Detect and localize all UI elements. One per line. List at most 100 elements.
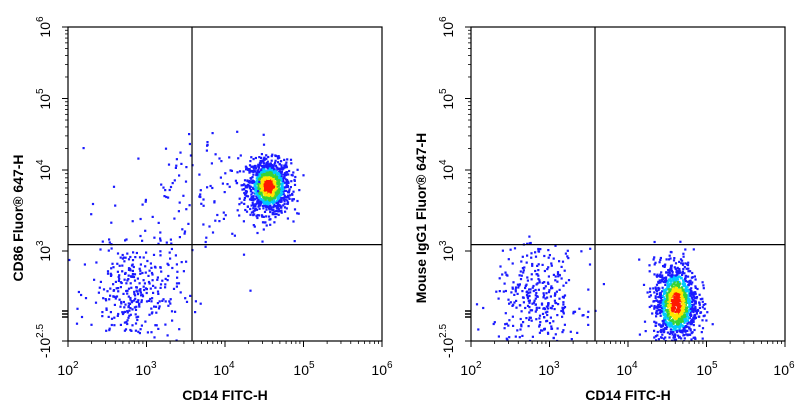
event-dot	[268, 167, 271, 170]
event-dot	[656, 305, 659, 308]
event-dot	[239, 154, 242, 157]
event-dot	[250, 197, 253, 200]
event-dot	[684, 280, 687, 283]
event-dot	[663, 301, 666, 304]
event-dot	[682, 255, 685, 258]
event-dot	[658, 279, 661, 282]
event-dot	[171, 266, 174, 270]
event-dot	[218, 220, 221, 223]
event-dot	[198, 173, 201, 176]
event-dot	[250, 170, 253, 173]
event-dot	[652, 258, 655, 261]
event-dot	[691, 331, 694, 334]
event-dot	[244, 208, 247, 212]
event-dot	[671, 284, 674, 287]
event-dot	[131, 275, 134, 278]
event-dot	[671, 303, 674, 306]
event-dot	[273, 203, 276, 206]
event-dot	[148, 269, 151, 272]
event-dot	[150, 300, 153, 303]
event-dot	[693, 307, 696, 310]
event-dot	[117, 290, 120, 293]
event-dot	[546, 319, 549, 322]
event-dot	[684, 290, 688, 293]
event-dot	[506, 339, 509, 341]
event-dot	[280, 170, 283, 173]
event-dot	[260, 168, 263, 171]
event-dot	[149, 297, 152, 301]
event-dot	[694, 291, 697, 294]
event-dot	[667, 271, 670, 274]
event-dot	[202, 204, 205, 207]
event-dot	[277, 172, 281, 176]
event-dot	[139, 291, 142, 294]
event-dot	[525, 283, 528, 286]
event-dot	[149, 287, 152, 290]
event-dot	[276, 198, 279, 201]
event-dot	[124, 271, 127, 275]
event-dot	[679, 275, 682, 279]
event-dot	[660, 306, 663, 309]
event-dot	[248, 187, 252, 190]
event-dot	[296, 168, 299, 171]
event-dot	[698, 301, 701, 304]
event-dot	[538, 306, 541, 309]
event-dot	[262, 176, 265, 179]
event-dot	[139, 263, 142, 266]
event-dot	[291, 193, 294, 196]
event-dot	[692, 295, 695, 298]
event-dot	[258, 183, 261, 186]
y-axis-title: CD86 Fluor® 647-H	[10, 154, 26, 281]
event-dot	[123, 321, 126, 324]
event-dot	[550, 287, 553, 290]
event-dot	[544, 297, 547, 300]
event-dot	[548, 254, 551, 257]
event-dot	[257, 166, 260, 169]
event-dot	[683, 272, 686, 275]
event-dot	[508, 302, 511, 305]
event-dot	[178, 201, 181, 204]
y-tick-label: 104	[35, 159, 53, 181]
event-dot	[108, 327, 111, 330]
event-dot	[268, 187, 271, 190]
x-axis-title: CD14 FITC-H	[585, 387, 671, 403]
event-dot	[658, 296, 661, 299]
event-dot	[280, 211, 283, 214]
event-dot	[587, 288, 590, 291]
event-dot	[129, 298, 132, 301]
event-dot	[269, 210, 272, 214]
event-dot	[673, 334, 676, 337]
event-dot	[266, 167, 269, 170]
event-dot	[257, 165, 260, 168]
y-tick-label: -102.5	[438, 323, 456, 358]
event-dot	[566, 249, 569, 252]
event-dot	[678, 293, 681, 296]
event-dot	[529, 309, 532, 312]
event-dot	[659, 324, 662, 327]
event-dot	[183, 232, 186, 235]
event-dot	[675, 289, 678, 292]
event-dot	[666, 294, 669, 297]
event-dot	[256, 201, 259, 204]
event-dot	[648, 295, 651, 298]
event-dot	[654, 306, 657, 309]
event-dot	[682, 290, 685, 294]
event-dot	[120, 300, 123, 304]
event-dot	[541, 329, 544, 332]
event-dot	[254, 156, 257, 160]
event-dot	[155, 311, 158, 314]
event-dot	[159, 283, 163, 286]
event-dot	[238, 170, 242, 173]
event-dot	[283, 181, 286, 184]
event-dot	[265, 215, 268, 218]
event-dot	[292, 220, 295, 223]
event-dot	[251, 196, 255, 199]
event-dot	[680, 262, 683, 265]
event-dot	[511, 262, 514, 265]
event-dot	[659, 258, 662, 261]
event-dot	[159, 254, 162, 257]
event-dot	[144, 229, 147, 232]
event-dot	[682, 329, 685, 333]
event-dot	[638, 258, 641, 261]
event-dot	[662, 265, 665, 268]
